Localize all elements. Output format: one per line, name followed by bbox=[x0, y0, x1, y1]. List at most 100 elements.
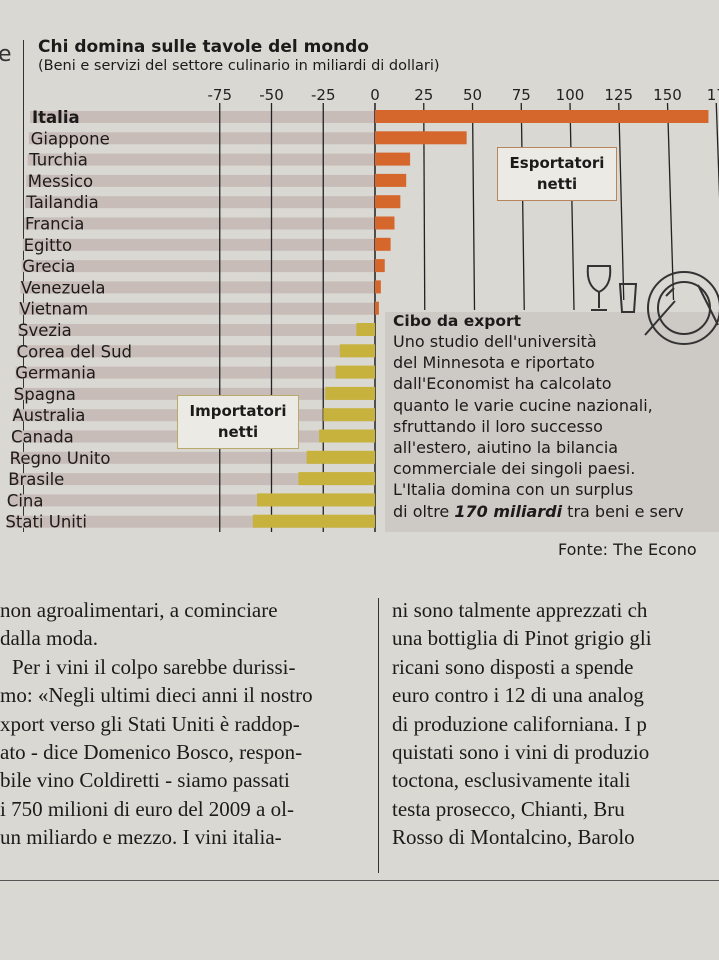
tick-label: 25 bbox=[414, 86, 433, 104]
row-stripe bbox=[18, 324, 375, 336]
article-line: i 750 milioni di euro del 2009 a ol- bbox=[0, 796, 294, 821]
info-note: Cibo da export Uno studio dell'universit… bbox=[385, 312, 719, 532]
row-stripe bbox=[16, 345, 376, 358]
article-line: quistati sono i vini di produzio bbox=[392, 740, 650, 764]
bar bbox=[306, 450, 375, 464]
category-label: Turchia bbox=[28, 151, 88, 170]
note-line: sfruttando il loro successo bbox=[393, 416, 603, 436]
tick-label: 0 bbox=[370, 86, 380, 104]
bar bbox=[375, 152, 411, 166]
category-label: Vietnam bbox=[19, 300, 88, 319]
row-stripe bbox=[26, 174, 376, 187]
row-stripe bbox=[20, 281, 376, 294]
article-line: toctona, esclusivamente itali bbox=[392, 768, 631, 793]
category-label: Canada bbox=[11, 428, 74, 447]
category-label: Giappone bbox=[31, 129, 110, 148]
tick-label: -75 bbox=[208, 86, 233, 104]
bar bbox=[323, 408, 375, 422]
category-label: Venezuela bbox=[21, 278, 106, 297]
exporters-label: Esportatori netti bbox=[497, 147, 617, 201]
category-label: Stati Uniti bbox=[5, 513, 87, 532]
note-heading: Cibo da export bbox=[393, 312, 522, 330]
bar-chart: -75 -50 -25 0 25 50 75 100 125 150 17 Italia Giappon… bbox=[5, 86, 719, 532]
row-stripe bbox=[10, 451, 376, 464]
category-label: Tailandia bbox=[25, 193, 98, 212]
note-text: di oltre bbox=[393, 501, 455, 521]
note-line: all'estero, aiutino la bilancia bbox=[393, 438, 619, 457]
article-line: testa prosecco, Chianti, Bru bbox=[392, 796, 625, 821]
bar bbox=[298, 472, 375, 486]
chart-title: Chi domina sulle tavole del mondo bbox=[38, 37, 369, 57]
gridline bbox=[471, 102, 476, 311]
source-label: Fonte: The Econo bbox=[558, 540, 697, 559]
note-highlight: 170 miliardi bbox=[454, 501, 563, 521]
row-stripe bbox=[19, 302, 375, 315]
row-stripe bbox=[9, 473, 375, 486]
gridline bbox=[520, 102, 525, 311]
gridline bbox=[618, 102, 625, 301]
row-stripe bbox=[27, 153, 375, 166]
column-divider bbox=[378, 598, 379, 873]
glass-icon bbox=[618, 283, 638, 313]
article-line: mo: «Negli ultimi dieci anni il nostro bbox=[0, 683, 313, 708]
gridline bbox=[569, 102, 575, 311]
row-stripe bbox=[24, 217, 375, 230]
article-line: una bottiglia di Pinot grigio gli bbox=[392, 626, 652, 651]
row-stripe bbox=[15, 366, 375, 379]
article-line: di produzione californiana. I p bbox=[392, 711, 647, 736]
bar bbox=[375, 173, 407, 187]
bar bbox=[375, 301, 379, 315]
bar bbox=[252, 514, 375, 528]
row-stripe bbox=[30, 111, 375, 123]
tick-label: 17 bbox=[707, 86, 719, 104]
bar bbox=[375, 110, 709, 123]
article-line: un miliardo e mezzo. I vini italia- bbox=[0, 825, 282, 850]
bar bbox=[375, 195, 401, 209]
tick-label: -50 bbox=[259, 86, 284, 104]
category-label: Germania bbox=[15, 364, 96, 383]
tick-label: 50 bbox=[463, 86, 482, 104]
gridline bbox=[666, 102, 675, 301]
tick-label: 150 bbox=[653, 86, 682, 104]
bar bbox=[325, 386, 375, 400]
category-label: Italia bbox=[32, 108, 80, 127]
tick-label: 75 bbox=[512, 86, 531, 104]
bar bbox=[375, 280, 381, 294]
bar bbox=[375, 131, 467, 145]
note-line: L'Italia domina con un surplus bbox=[393, 480, 634, 500]
article-line: non agroalimentari, a cominciare bbox=[0, 598, 278, 622]
note-line: quanto le varie cucine nazionali, bbox=[393, 395, 653, 415]
article-line: ricani sono disposti a spende bbox=[392, 654, 634, 679]
bar bbox=[335, 365, 375, 379]
note-line: del Minnesota e riportato bbox=[393, 353, 595, 373]
bottom-rule bbox=[0, 880, 719, 881]
tableware-icon bbox=[586, 265, 719, 345]
category-label: Cina bbox=[7, 491, 44, 510]
article-line: xport verso gli Stati Uniti è raddop- bbox=[0, 711, 300, 736]
note-line: dall'Economist ha calcolato bbox=[393, 374, 612, 394]
note-text: tra beni e serv bbox=[562, 501, 684, 521]
article-line: Rosso di Montalcino, Barolo bbox=[392, 825, 635, 850]
category-label: Spagna bbox=[14, 385, 76, 404]
stray-letter: e bbox=[0, 42, 12, 67]
importers-label: Importatori netti bbox=[177, 395, 299, 449]
bar bbox=[356, 323, 375, 336]
category-label: Francia bbox=[25, 215, 84, 234]
tick-label: 100 bbox=[556, 86, 585, 104]
bar bbox=[375, 216, 395, 230]
chart-subtitle: (Beni e servizi del settore culinario in… bbox=[38, 58, 440, 74]
category-label: Brasile bbox=[8, 470, 64, 489]
note-line: Uno studio dell'università bbox=[393, 332, 597, 351]
row-stripe bbox=[22, 238, 376, 251]
category-label: Svezia bbox=[18, 321, 72, 340]
article-line: bile vino Coldiretti - siamo passati bbox=[0, 768, 290, 793]
bar bbox=[375, 237, 391, 251]
wine-glass-icon bbox=[586, 265, 612, 311]
category-label: Egitto bbox=[24, 236, 73, 255]
gridline bbox=[715, 102, 719, 199]
bar bbox=[257, 493, 375, 507]
article-line: ni sono talmente apprezzati ch bbox=[392, 598, 648, 622]
article-line: euro contro i 12 di una analog bbox=[392, 683, 644, 708]
category-label: Corea del Sud bbox=[17, 342, 132, 361]
